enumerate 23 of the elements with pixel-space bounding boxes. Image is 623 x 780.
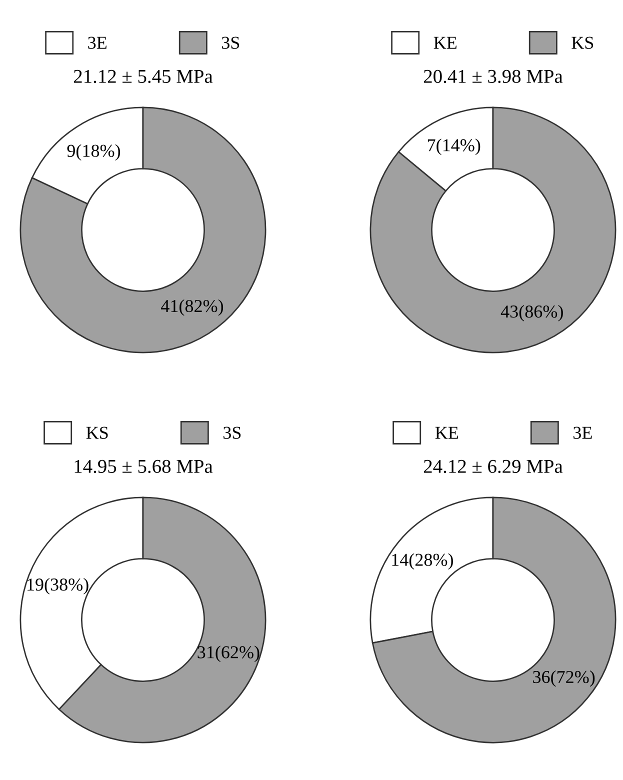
text: 21.12 ± 5.45 MPa bbox=[74, 70, 213, 84]
data-label: 19(38%) bbox=[28, 578, 88, 594]
data-label: 43(86%) bbox=[500, 304, 563, 322]
donut-slice bbox=[372, 496, 616, 744]
data-label: 36(72%) bbox=[533, 670, 595, 687]
text: 24.12 ± 6.29 MPa bbox=[424, 460, 563, 474]
donut-slice bbox=[370, 106, 616, 354]
data-label: 7(14%) bbox=[428, 138, 480, 156]
text: 20.41 ± 3.98 MPa bbox=[424, 70, 563, 84]
text: 14.95 ± 5.68 MPa bbox=[74, 460, 213, 474]
data-label: 31(62%) bbox=[198, 646, 260, 662]
slice-label: KE bbox=[435, 426, 458, 439]
data-label: 41(82%) bbox=[161, 299, 224, 316]
legend-label: 3S bbox=[222, 36, 240, 49]
data-label: 9(18%) bbox=[67, 144, 120, 161]
data-label: 14(28%) bbox=[392, 553, 453, 570]
slice-label: KE bbox=[434, 36, 456, 49]
legend-label: 3E bbox=[88, 36, 106, 49]
legend-label: KS bbox=[572, 36, 594, 49]
legend-label: 3E bbox=[574, 426, 592, 439]
donut-slice bbox=[20, 106, 266, 354]
legend-label: KS bbox=[86, 426, 108, 439]
legend-label: 3S bbox=[224, 426, 241, 439]
